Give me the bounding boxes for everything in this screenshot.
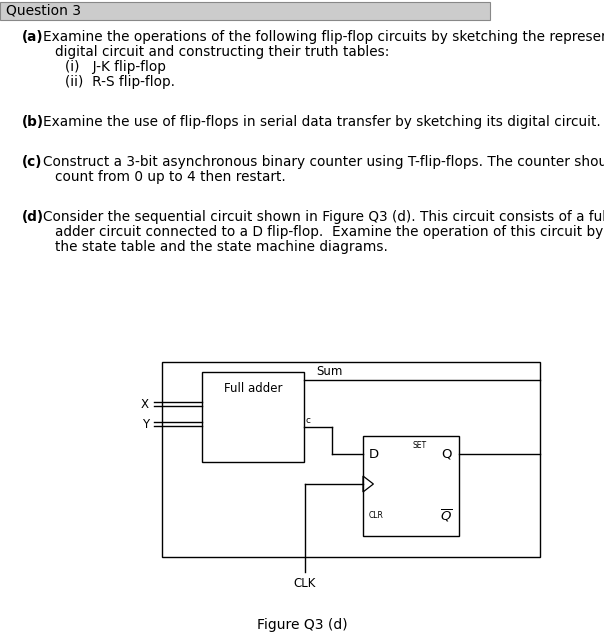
Text: X: X: [141, 397, 149, 410]
Text: SET: SET: [413, 441, 427, 450]
Text: CLK: CLK: [294, 577, 316, 590]
Text: CLR: CLR: [369, 511, 384, 520]
Text: (c): (c): [22, 155, 42, 169]
Text: (ii)  R-S flip-flop.: (ii) R-S flip-flop.: [65, 75, 175, 89]
Text: c: c: [305, 416, 310, 425]
Text: (b): (b): [22, 115, 44, 129]
Text: Figure Q3 (d): Figure Q3 (d): [257, 618, 347, 632]
Bar: [202, 372, 304, 462]
Text: Consider the sequential circuit shown in Figure Q3 (d). This circuit consists of: Consider the sequential circuit shown in…: [43, 210, 604, 224]
Bar: [0, 2, 490, 20]
Text: (d): (d): [22, 210, 44, 224]
Text: Full adder: Full adder: [223, 382, 282, 395]
Text: Question 3: Question 3: [6, 4, 81, 18]
Text: (i)   J-K flip-flop: (i) J-K flip-flop: [65, 60, 166, 74]
Text: the state table and the state machine diagrams.: the state table and the state machine di…: [55, 240, 388, 254]
Text: Sum: Sum: [316, 365, 342, 378]
Text: Y: Y: [142, 417, 149, 431]
Text: digital circuit and constructing their truth tables:: digital circuit and constructing their t…: [55, 45, 390, 59]
Text: $\overline{Q}$: $\overline{Q}$: [440, 508, 452, 524]
Text: Examine the use of flip-flops in serial data transfer by sketching its digital c: Examine the use of flip-flops in serial …: [43, 115, 601, 129]
Text: D: D: [369, 448, 379, 460]
Text: Q: Q: [442, 448, 452, 460]
Bar: [162, 362, 540, 557]
Text: Construct a 3-bit asynchronous binary counter using T-flip-flops. The counter sh: Construct a 3-bit asynchronous binary co…: [43, 155, 604, 169]
Text: (a): (a): [22, 30, 43, 44]
Text: Examine the operations of the following flip-flop circuits by sketching the repr: Examine the operations of the following …: [43, 30, 604, 44]
Text: adder circuit connected to a D flip-flop.  Examine the operation of this circuit: adder circuit connected to a D flip-flop…: [55, 225, 604, 239]
Bar: [363, 436, 459, 536]
Text: count from 0 up to 4 then restart.: count from 0 up to 4 then restart.: [55, 170, 286, 184]
